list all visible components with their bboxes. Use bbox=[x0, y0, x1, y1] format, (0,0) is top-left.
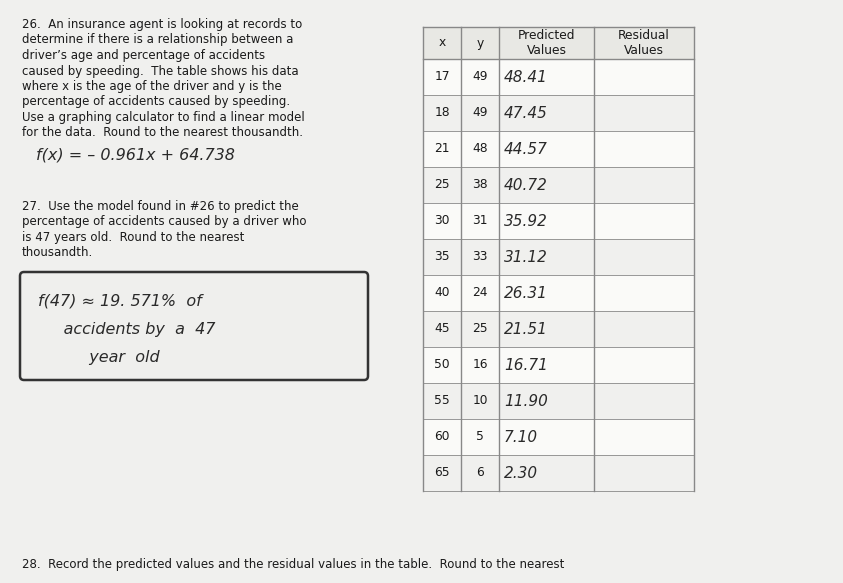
Text: 55: 55 bbox=[434, 395, 450, 408]
Text: 49: 49 bbox=[472, 71, 488, 83]
Text: determine if there is a relationship between a: determine if there is a relationship bet… bbox=[22, 33, 293, 47]
FancyBboxPatch shape bbox=[20, 272, 368, 380]
Bar bbox=[423, 347, 694, 383]
Bar bbox=[423, 59, 694, 95]
Text: 45: 45 bbox=[434, 322, 450, 335]
Text: 48: 48 bbox=[472, 142, 488, 156]
Text: 35: 35 bbox=[434, 251, 450, 264]
Text: for the data.  Round to the nearest thousandth.: for the data. Round to the nearest thous… bbox=[22, 127, 303, 139]
Text: 26.  An insurance agent is looking at records to: 26. An insurance agent is looking at rec… bbox=[22, 18, 303, 31]
Text: is 47 years old.  Round to the nearest: is 47 years old. Round to the nearest bbox=[22, 231, 244, 244]
Text: 2.30: 2.30 bbox=[504, 465, 538, 480]
Text: 6: 6 bbox=[476, 466, 484, 479]
Text: 40: 40 bbox=[434, 286, 450, 300]
Text: 31.12: 31.12 bbox=[504, 250, 548, 265]
Bar bbox=[423, 131, 694, 167]
Text: thousandth.: thousandth. bbox=[22, 247, 94, 259]
Text: 18: 18 bbox=[434, 107, 450, 120]
Text: x: x bbox=[438, 37, 446, 50]
Text: 47.45: 47.45 bbox=[504, 106, 548, 121]
Text: 48.41: 48.41 bbox=[504, 69, 548, 85]
Bar bbox=[423, 383, 694, 419]
Text: 16: 16 bbox=[472, 359, 488, 371]
Text: 49: 49 bbox=[472, 107, 488, 120]
Bar bbox=[423, 167, 694, 203]
Text: Use a graphing calculator to find a linear model: Use a graphing calculator to find a line… bbox=[22, 111, 305, 124]
Text: 44.57: 44.57 bbox=[504, 142, 548, 156]
Text: f(47) ≈ 19. 571%  of: f(47) ≈ 19. 571% of bbox=[38, 294, 201, 309]
Text: 24: 24 bbox=[472, 286, 488, 300]
Text: driver’s age and percentage of accidents: driver’s age and percentage of accidents bbox=[22, 49, 266, 62]
Text: accidents by  a  47: accidents by a 47 bbox=[38, 322, 215, 337]
Bar bbox=[423, 95, 694, 131]
Text: 21.51: 21.51 bbox=[504, 321, 548, 336]
Bar bbox=[423, 27, 694, 59]
Bar bbox=[423, 455, 694, 491]
Text: 35.92: 35.92 bbox=[504, 213, 548, 229]
Text: 5: 5 bbox=[476, 430, 484, 444]
Text: f(x) = – 0.961x + 64.738: f(x) = – 0.961x + 64.738 bbox=[36, 148, 235, 163]
Text: 30: 30 bbox=[434, 215, 450, 227]
Text: 25: 25 bbox=[434, 178, 450, 191]
Text: y: y bbox=[476, 37, 484, 50]
Text: Residual
Values: Residual Values bbox=[618, 29, 670, 57]
Text: 60: 60 bbox=[434, 430, 450, 444]
Text: 31: 31 bbox=[472, 215, 488, 227]
Text: 27.  Use the model found in #26 to predict the: 27. Use the model found in #26 to predic… bbox=[22, 200, 298, 213]
Text: percentage of accidents caused by speeding.: percentage of accidents caused by speedi… bbox=[22, 96, 290, 108]
Text: 38: 38 bbox=[472, 178, 488, 191]
Bar bbox=[423, 419, 694, 455]
Text: caused by speeding.  The table shows his data: caused by speeding. The table shows his … bbox=[22, 65, 298, 78]
Text: 7.10: 7.10 bbox=[504, 430, 538, 444]
Bar bbox=[423, 275, 694, 311]
Text: 25: 25 bbox=[472, 322, 488, 335]
Bar bbox=[423, 239, 694, 275]
Text: 16.71: 16.71 bbox=[504, 357, 548, 373]
Bar bbox=[423, 311, 694, 347]
Text: percentage of accidents caused by a driver who: percentage of accidents caused by a driv… bbox=[22, 216, 307, 229]
Text: 33: 33 bbox=[472, 251, 488, 264]
Text: where x is the age of the driver and y is the: where x is the age of the driver and y i… bbox=[22, 80, 282, 93]
Text: 28.  Record the predicted values and the residual values in the table.  Round to: 28. Record the predicted values and the … bbox=[22, 558, 564, 571]
Text: 40.72: 40.72 bbox=[504, 177, 548, 192]
Text: 17: 17 bbox=[434, 71, 450, 83]
Text: 10: 10 bbox=[472, 395, 488, 408]
Text: 21: 21 bbox=[434, 142, 450, 156]
Text: year  old: year old bbox=[38, 350, 159, 365]
Bar bbox=[423, 203, 694, 239]
Text: 65: 65 bbox=[434, 466, 450, 479]
Text: 50: 50 bbox=[434, 359, 450, 371]
Bar bbox=[423, 27, 694, 491]
Text: Predicted
Values: Predicted Values bbox=[518, 29, 575, 57]
Text: 11.90: 11.90 bbox=[504, 394, 548, 409]
Text: 26.31: 26.31 bbox=[504, 286, 548, 300]
